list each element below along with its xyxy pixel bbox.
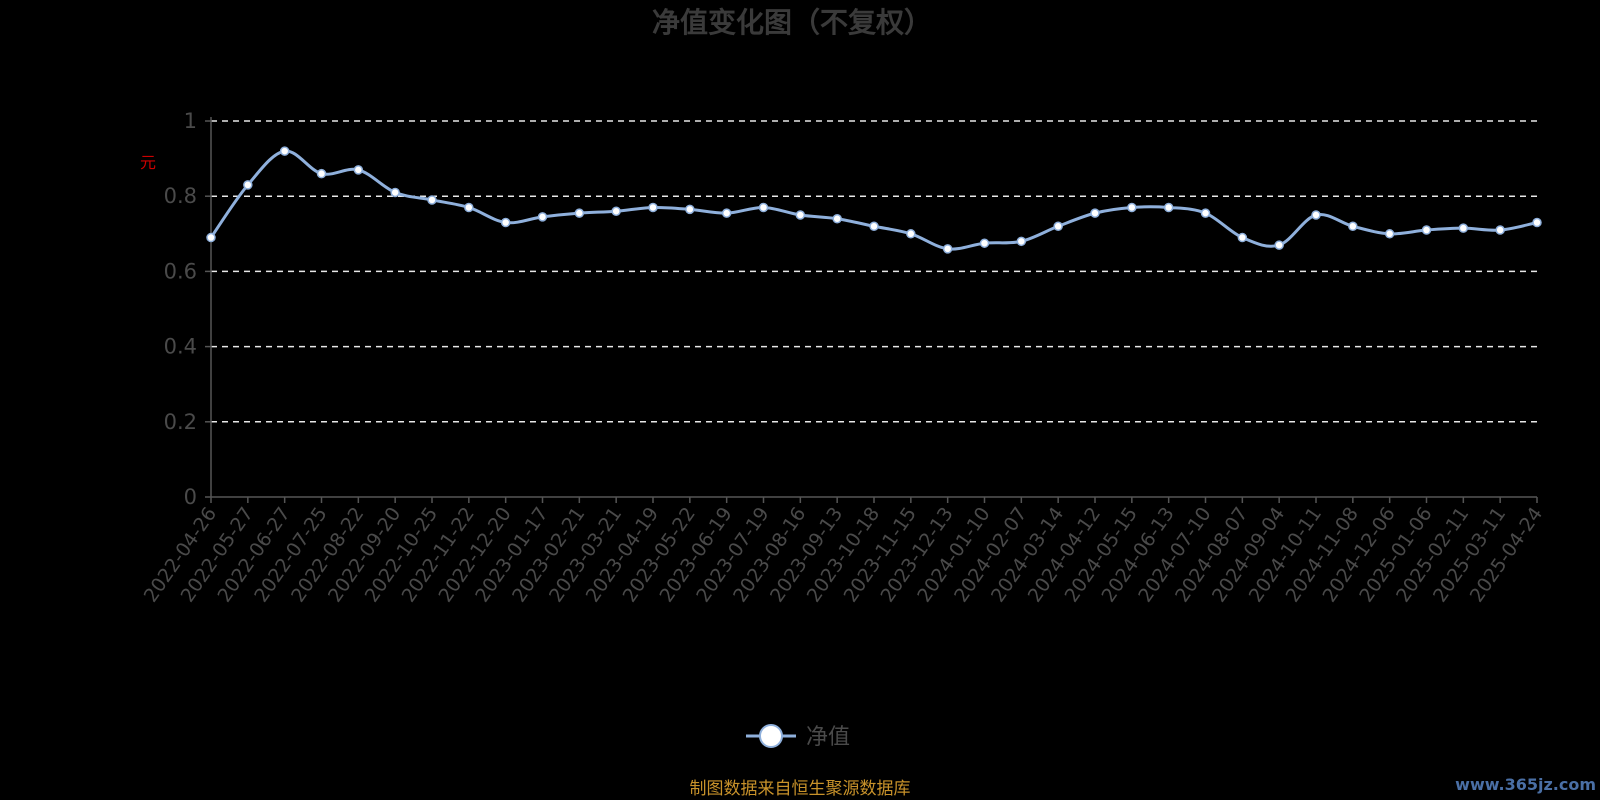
legend-label: 净值 bbox=[806, 725, 850, 750]
y-axis-unit-label: 元 bbox=[140, 153, 156, 172]
y-tick-label: 0.2 bbox=[164, 410, 197, 434]
data-point[interactable] bbox=[1311, 210, 1321, 220]
data-point[interactable] bbox=[1495, 225, 1505, 235]
data-point[interactable] bbox=[832, 214, 842, 224]
data-point[interactable] bbox=[1274, 240, 1284, 250]
axes bbox=[210, 117, 1537, 498]
data-point[interactable] bbox=[427, 195, 437, 205]
y-axis-ticks: 0 0.2 0.4 0.6 0.8 1 bbox=[164, 109, 211, 509]
data-point[interactable] bbox=[1090, 208, 1100, 218]
watermark: www.365jz.com bbox=[1455, 775, 1596, 794]
chart-title: 净值变化图（不复权） bbox=[652, 6, 932, 39]
data-point[interactable] bbox=[574, 208, 585, 218]
data-point[interactable] bbox=[979, 238, 990, 248]
grid-lines bbox=[211, 120, 1537, 423]
data-point[interactable] bbox=[1237, 232, 1248, 243]
y-tick-label: 0 bbox=[184, 485, 197, 509]
y-tick-label: 1 bbox=[184, 109, 197, 133]
y-tick-label: 0.8 bbox=[164, 184, 197, 208]
legend[interactable]: 净值 bbox=[746, 724, 850, 750]
x-axis-ticks: 2022-04-262022-05-272022-06-272022-07-25… bbox=[140, 497, 1547, 606]
series-nav bbox=[206, 146, 1542, 254]
data-point[interactable] bbox=[1458, 223, 1469, 233]
data-point[interactable] bbox=[1016, 236, 1027, 247]
data-point[interactable] bbox=[279, 146, 290, 156]
data-point[interactable] bbox=[1127, 202, 1137, 213]
data-point[interactable] bbox=[1348, 221, 1358, 232]
data-point[interactable] bbox=[537, 212, 548, 222]
data-point[interactable] bbox=[464, 202, 474, 213]
data-point[interactable] bbox=[500, 217, 511, 228]
data-point[interactable] bbox=[390, 187, 400, 198]
data-point[interactable] bbox=[243, 180, 253, 190]
series-line bbox=[209, 149, 1538, 251]
y-tick-label: 0.4 bbox=[164, 335, 197, 359]
data-point[interactable] bbox=[906, 229, 916, 239]
y-tick-label: 0.6 bbox=[164, 259, 197, 283]
data-point[interactable] bbox=[942, 244, 953, 254]
data-point[interactable] bbox=[353, 165, 364, 175]
data-point[interactable] bbox=[316, 168, 327, 179]
data-point[interactable] bbox=[758, 202, 769, 213]
data-point[interactable] bbox=[1384, 229, 1395, 239]
data-point[interactable] bbox=[1532, 217, 1542, 228]
data-point[interactable] bbox=[869, 221, 879, 232]
data-point[interactable] bbox=[721, 208, 732, 218]
data-point[interactable] bbox=[685, 204, 695, 215]
data-point[interactable] bbox=[1053, 221, 1063, 232]
data-point[interactable] bbox=[1200, 208, 1211, 218]
data-point[interactable] bbox=[648, 202, 658, 213]
legend-marker bbox=[759, 724, 783, 748]
data-point[interactable] bbox=[1421, 225, 1432, 235]
data-point[interactable] bbox=[206, 232, 216, 243]
data-source-note: 制图数据来自恒生聚源数据库 bbox=[690, 779, 911, 799]
data-point[interactable] bbox=[611, 206, 621, 216]
data-point[interactable] bbox=[1163, 202, 1174, 213]
data-point[interactable] bbox=[795, 210, 806, 220]
